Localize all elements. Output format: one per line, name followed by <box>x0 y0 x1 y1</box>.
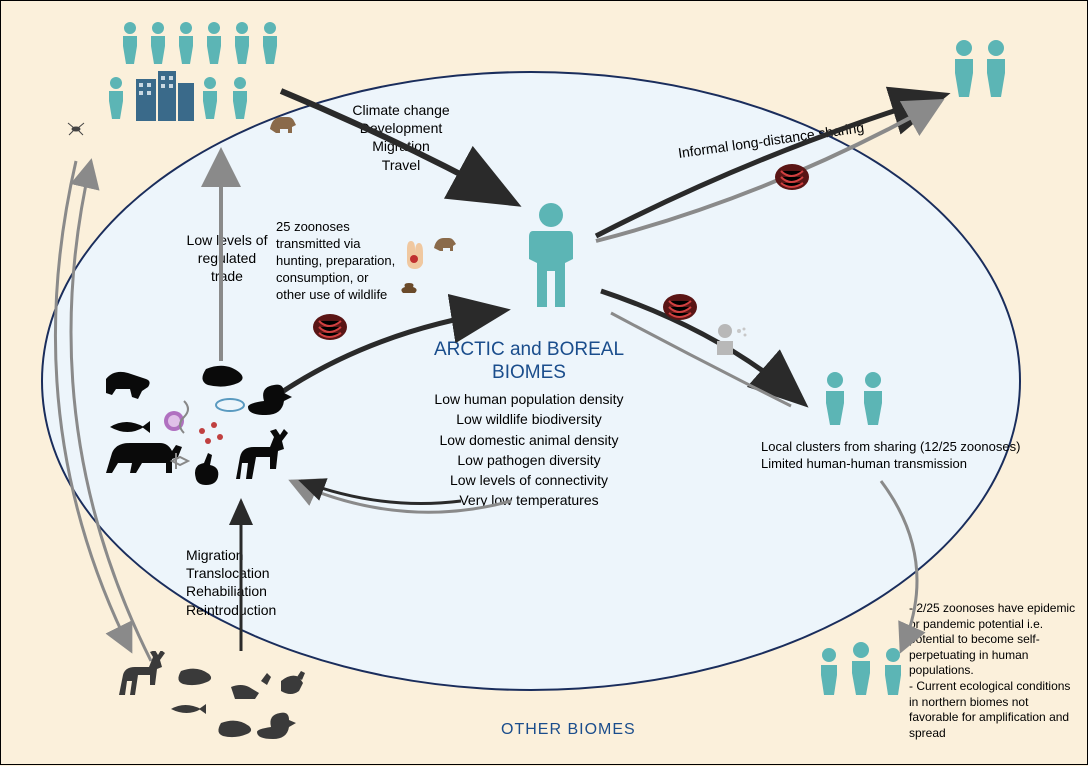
cough-person-icon <box>711 321 751 366</box>
mosquito-icon <box>63 119 89 144</box>
urban-people-icon <box>101 21 291 141</box>
dog-icon <box>266 109 300 142</box>
local-cluster-people <box>819 371 899 446</box>
urban-group <box>101 21 291 146</box>
buildings-icon <box>136 71 194 121</box>
meat-icon-3 <box>661 291 699 323</box>
feces-icon <box>399 281 419 302</box>
meat-icon-1 <box>311 311 349 343</box>
small-dog-icon <box>431 231 461 260</box>
top-right-people <box>949 39 1019 124</box>
meat-icon-2 <box>773 161 811 193</box>
hand-icon <box>401 239 427 276</box>
wildlife-cluster-outer <box>111 651 331 751</box>
wildlife-cluster-inner <box>96 361 306 501</box>
center-person <box>521 201 581 326</box>
bottom-right-people <box>819 641 919 716</box>
